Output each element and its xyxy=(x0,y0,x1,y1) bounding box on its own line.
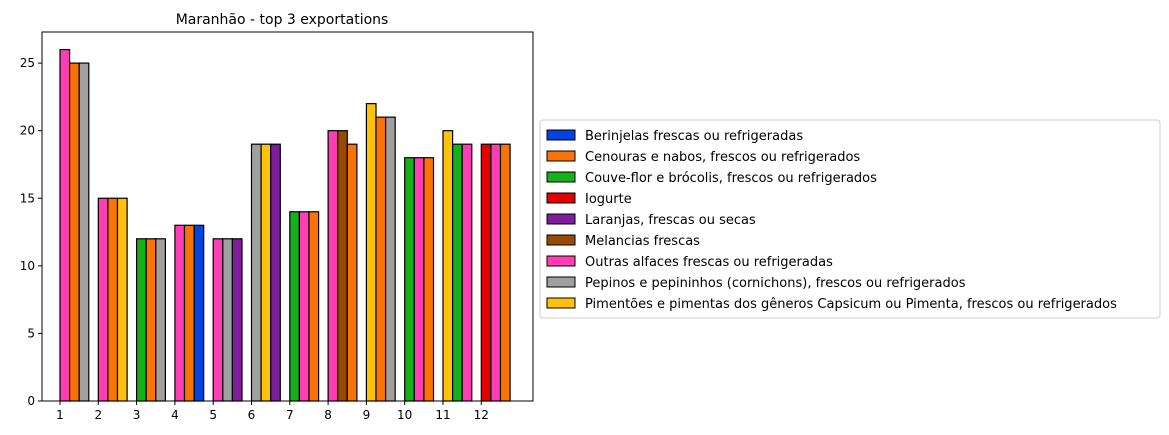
x-tick-label: 10 xyxy=(397,408,412,422)
bar-11-2 xyxy=(452,143,463,402)
bar-4-3 xyxy=(193,224,205,402)
bar-3-1 xyxy=(136,238,147,402)
x-tick-label: 12 xyxy=(474,408,489,422)
bar-11-3 xyxy=(461,143,473,402)
legend-label: Couve-flor e brócolis, frescos ou refrig… xyxy=(585,171,877,186)
bar-9-1 xyxy=(365,103,377,402)
bar-4-2 xyxy=(183,224,195,402)
bar-9-3 xyxy=(385,116,396,402)
legend-label: Outras alfaces frescas ou refrigeradas xyxy=(585,255,833,270)
legend-swatch xyxy=(546,234,576,246)
bar-6-1 xyxy=(250,143,262,402)
bar-5-2 xyxy=(222,238,234,402)
bar-2-2 xyxy=(107,197,119,402)
legend-swatch xyxy=(546,171,576,183)
legend-swatch xyxy=(546,255,576,267)
y-axis: 0 5 10 15 20 25 xyxy=(20,56,42,408)
bar-5-3 xyxy=(231,238,243,402)
x-tick-label: 6 xyxy=(248,408,256,422)
bar-12-2 xyxy=(490,143,502,402)
bar-1-1 xyxy=(59,48,71,402)
bar-3-3 xyxy=(155,238,167,402)
x-axis: 1 2 3 4 5 6 7 8 9 10 11 12 xyxy=(56,401,489,422)
bar-10-2 xyxy=(413,157,425,402)
bar-1-3 xyxy=(78,62,90,402)
x-tick-label: 3 xyxy=(133,408,141,422)
y-tick-label: 20 xyxy=(20,124,35,138)
x-tick-label: 5 xyxy=(209,408,217,422)
x-tick-label: 4 xyxy=(171,408,179,422)
legend-swatch xyxy=(546,150,576,162)
legend-label: Cenouras e nabos, frescos ou refrigerado… xyxy=(585,150,860,165)
legend-swatch xyxy=(546,129,576,141)
legend-box xyxy=(539,119,1161,319)
legend-label: Pimentões e pimentas dos gêneros Capsicu… xyxy=(585,297,1117,312)
bar-8-1 xyxy=(327,130,339,402)
y-tick-label: 0 xyxy=(27,394,35,408)
legend-swatch xyxy=(546,213,576,225)
y-tick-label: 10 xyxy=(20,259,35,273)
chart-title: Maranhão - top 3 exportations xyxy=(176,12,389,28)
legend-label: Berinjelas frescas ou refrigeradas xyxy=(585,129,803,144)
bar-7-1 xyxy=(289,211,300,402)
bar-10-1 xyxy=(404,157,415,402)
x-tick-label: 11 xyxy=(435,408,450,422)
bar-10-3 xyxy=(423,157,435,402)
plot-frame xyxy=(41,31,534,402)
bar-11-1 xyxy=(442,130,454,402)
bar-7-3 xyxy=(308,211,320,402)
bar-9-2 xyxy=(375,116,387,402)
bar-5-1 xyxy=(212,238,224,402)
bar-12-1 xyxy=(480,143,492,402)
x-tick-label: 9 xyxy=(363,408,371,422)
x-tick-label: 2 xyxy=(94,408,102,422)
legend-label: Melancias frescas xyxy=(585,234,700,249)
x-tick-label: 8 xyxy=(324,408,332,422)
bar-8-3 xyxy=(346,143,358,402)
bar-2-1 xyxy=(97,197,109,402)
bar-7-2 xyxy=(298,211,310,402)
legend-swatch xyxy=(546,192,576,204)
legend-swatch xyxy=(546,276,576,288)
bar-8-2 xyxy=(337,130,348,402)
y-tick-label: 25 xyxy=(20,56,35,70)
bar-6-3 xyxy=(270,143,281,402)
bar-12-3 xyxy=(499,143,511,402)
bar-2-3 xyxy=(116,197,128,402)
legend-label: Laranjas, frescas ou secas xyxy=(585,213,756,228)
legend-label: Iogurte xyxy=(585,192,632,207)
x-tick-label: 1 xyxy=(56,408,64,422)
bar-3-2 xyxy=(145,238,157,402)
y-tick-label: 15 xyxy=(20,191,35,205)
x-tick-label: 7 xyxy=(286,408,294,422)
bar-4-1 xyxy=(174,224,186,402)
legend-label: Pepinos e pepininhos (cornichons), fresc… xyxy=(585,276,966,291)
bars-layer xyxy=(59,48,511,402)
legend-swatch xyxy=(546,297,576,309)
bar-6-2 xyxy=(260,143,272,402)
y-tick-label: 5 xyxy=(27,326,35,340)
legend: Berinjelas frescas ou refrigeradas Cenour… xyxy=(539,119,1161,319)
bar-1-2 xyxy=(68,62,80,402)
